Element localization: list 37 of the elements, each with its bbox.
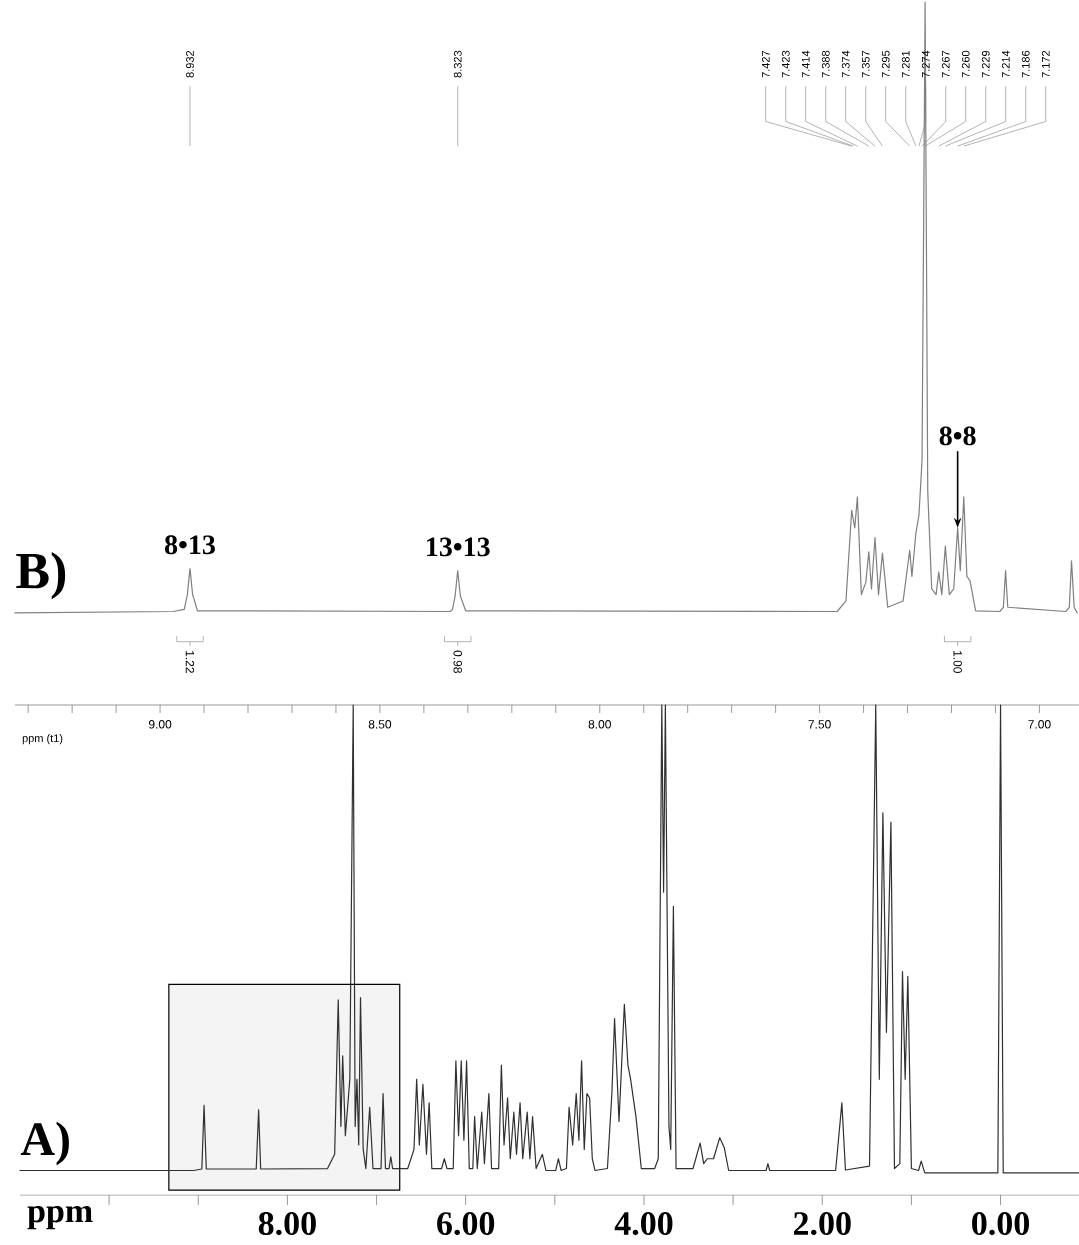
annotation: 7.357 bbox=[861, 50, 870, 78]
x-tick-label: 7.50 bbox=[808, 720, 831, 729]
annotation: 7.260 bbox=[961, 50, 970, 78]
annotation: 0.98 bbox=[453, 650, 462, 673]
x-tick-label: 7.00 bbox=[1028, 720, 1051, 729]
annotation: 7.281 bbox=[901, 50, 910, 78]
x-tick-label: 6.00 bbox=[437, 1212, 495, 1236]
annotation: 7.388 bbox=[821, 50, 830, 78]
annotation: 7.274 bbox=[921, 50, 930, 78]
annotation: 7.214 bbox=[1001, 50, 1010, 78]
x-axis-title: ppm bbox=[27, 1206, 93, 1230]
annotation: 13•13 bbox=[427, 537, 490, 557]
x-axis-title: ppm (t1) bbox=[22, 734, 63, 745]
annotation: 7.423 bbox=[781, 50, 790, 78]
annotation: 7.267 bbox=[941, 50, 950, 78]
x-tick-label: 9.00 bbox=[148, 720, 172, 729]
x-tick-label: 8.00 bbox=[588, 720, 611, 729]
x-tick-label: 8.00 bbox=[258, 1212, 316, 1236]
annotation: 7.427 bbox=[761, 50, 770, 78]
annotation: 1.00 bbox=[953, 651, 962, 674]
annotation: 8•8 bbox=[939, 426, 976, 446]
annotation: 8•13 bbox=[165, 535, 215, 555]
text: B) bbox=[16, 552, 66, 600]
annotation: 1.22 bbox=[185, 651, 195, 673]
annotation: 7.414 bbox=[801, 50, 810, 78]
x-tick-label: 8.50 bbox=[368, 720, 392, 729]
x-tick-label: 2.00 bbox=[793, 1212, 851, 1236]
annotation: 8.932 bbox=[186, 50, 194, 78]
annotation: 7.229 bbox=[981, 50, 990, 78]
annotation: 7.374 bbox=[841, 50, 850, 78]
x-tick-label: 4.00 bbox=[614, 1212, 673, 1236]
annotation: 7.186 bbox=[1021, 50, 1030, 78]
x-tick-label: 0.00 bbox=[972, 1212, 1030, 1236]
annotation: 7.295 bbox=[881, 50, 890, 78]
annotation: 7.172 bbox=[1041, 50, 1050, 78]
text: A) bbox=[20, 1121, 69, 1166]
annotation: 8.323 bbox=[453, 50, 462, 78]
